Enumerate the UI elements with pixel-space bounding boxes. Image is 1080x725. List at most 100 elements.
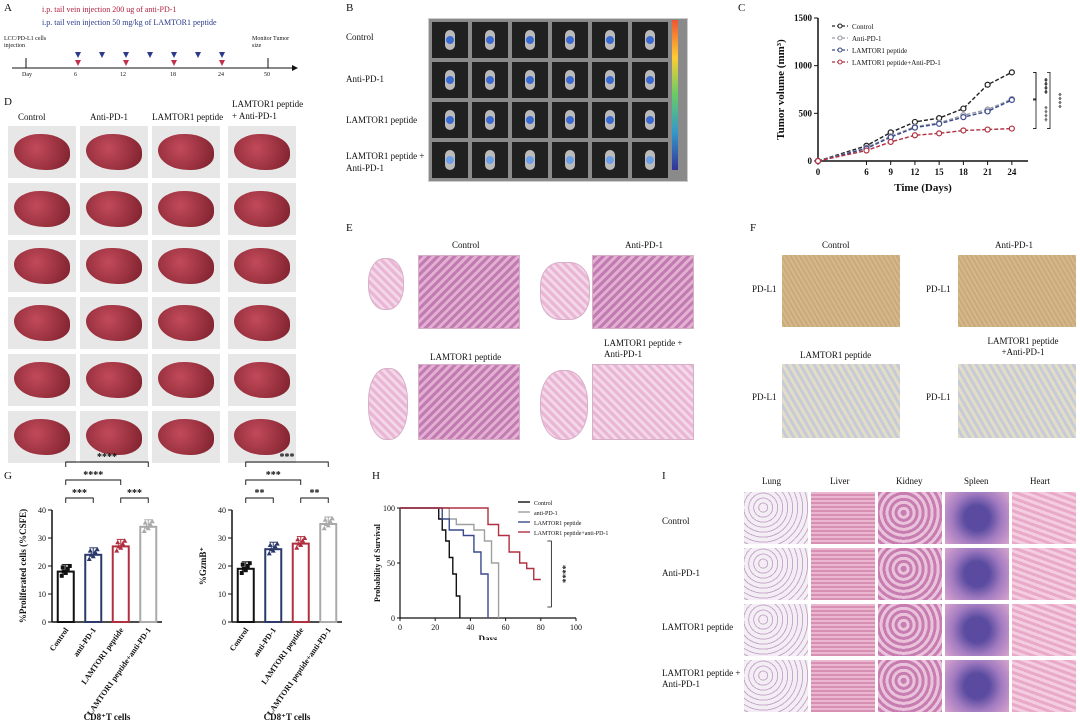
bioluminescence-signal xyxy=(526,156,534,164)
series-point-2 xyxy=(1008,96,1015,104)
data-point xyxy=(247,561,252,566)
bar-0 xyxy=(56,570,75,623)
data-point xyxy=(302,535,308,540)
ivis-mouse xyxy=(512,102,548,138)
e-whole-control xyxy=(368,258,404,310)
data-point xyxy=(243,568,248,573)
x-tick-label: 0 xyxy=(816,167,821,177)
data-point xyxy=(298,542,304,547)
data-point xyxy=(270,548,276,553)
f-marker-4: PD-L1 xyxy=(926,392,951,402)
liver-photo xyxy=(228,240,296,292)
sig-stars: ** xyxy=(310,488,320,499)
blue-injection-marker xyxy=(99,52,105,58)
liver-photo xyxy=(228,297,296,349)
ivis-mouse xyxy=(512,62,548,98)
bar-3 xyxy=(319,523,338,623)
series-point-3 xyxy=(984,126,991,133)
y-axis-title: Probability of Survival xyxy=(373,523,382,602)
y-axis-title: %GzmB⁺ xyxy=(198,547,208,585)
liver-tissue xyxy=(86,134,142,170)
sig-stars: **** xyxy=(1054,92,1063,108)
data-point xyxy=(267,542,273,547)
liver-photo xyxy=(228,411,296,463)
liver-tissue xyxy=(234,134,290,170)
series-point-0 xyxy=(960,105,967,112)
spleen-he-image xyxy=(945,548,1009,600)
data-point xyxy=(122,538,128,543)
spleen-he-image xyxy=(945,660,1009,712)
bar-2 xyxy=(111,545,130,623)
data-point xyxy=(94,546,100,552)
liver-photo xyxy=(228,183,296,235)
data-point xyxy=(321,525,327,531)
ivis-mouse xyxy=(632,22,668,58)
sig-bracket xyxy=(245,497,274,503)
liver-tissue xyxy=(14,305,70,341)
x-tick-label: 15 xyxy=(935,167,945,177)
series-point-0 xyxy=(1008,69,1015,76)
bioluminescence-signal xyxy=(646,76,654,84)
kidney-he-image xyxy=(878,492,942,544)
ivis-mouse xyxy=(552,62,588,98)
bioluminescence-signal xyxy=(526,36,534,44)
x-tick-label: anti-PD-1 xyxy=(71,626,97,658)
i-col-heart: Heart xyxy=(1030,476,1050,486)
ivis-mouse xyxy=(472,62,508,98)
bioluminescence-signal xyxy=(486,156,494,164)
e-label-combo: LAMTOR1 peptide + Anti-PD-1 xyxy=(604,338,683,359)
e-whole-combo xyxy=(540,370,588,440)
f-ihc-lamtor xyxy=(782,364,900,438)
y-tick-label: 10 xyxy=(38,590,46,599)
bar-3 xyxy=(139,525,158,623)
sig-stars: **** xyxy=(1040,106,1049,122)
sig-stars: **** xyxy=(1040,78,1049,94)
inject-label: LCC/PD-L1 cells injection xyxy=(4,36,47,49)
ivis-mouse xyxy=(472,142,508,178)
liver-photo xyxy=(152,354,220,406)
f-ihc-combo xyxy=(958,364,1076,438)
legend-marker-0 xyxy=(837,23,843,29)
x-tick-label: 0 xyxy=(398,623,402,632)
sig-stars: *** xyxy=(127,488,142,499)
ivis-mouse xyxy=(552,142,588,178)
series-point-2 xyxy=(936,120,943,127)
bioluminescence-signal xyxy=(486,36,494,44)
x-tick-label: 60 xyxy=(502,623,510,632)
series-point-2 xyxy=(911,124,919,131)
bar-1 xyxy=(264,548,283,623)
i-row-antipd1: Anti-PD-1 xyxy=(662,568,700,578)
f-ihc-antipd1 xyxy=(958,255,1076,327)
liver-photo xyxy=(8,411,76,463)
series-line-2 xyxy=(817,99,1013,162)
b-row-lamtor: LAMTOR1 peptide xyxy=(346,115,418,125)
data-point xyxy=(120,541,126,546)
liver-photo xyxy=(80,411,148,463)
data-point xyxy=(114,548,120,553)
blue-injection-marker xyxy=(171,52,177,58)
i-col-lung: Lung xyxy=(762,476,781,486)
series-line-0 xyxy=(817,71,1013,162)
data-point xyxy=(145,525,151,531)
x-tick-label: 80 xyxy=(537,623,545,632)
x-tick-label: 20 xyxy=(431,623,439,632)
liver-photo xyxy=(80,240,148,292)
liver-photo xyxy=(80,183,148,235)
liver-tissue xyxy=(158,248,214,284)
red-injection-marker xyxy=(219,60,225,66)
series-point-0 xyxy=(984,81,991,88)
panel-a-timeline xyxy=(12,52,298,71)
kidney-he-image xyxy=(878,660,942,712)
tick-12: 12 xyxy=(120,72,126,78)
x-tick-label: 12 xyxy=(910,167,920,177)
data-point xyxy=(294,545,300,550)
x-tick-label: 18 xyxy=(959,167,969,177)
sig-stars: *** xyxy=(280,452,295,463)
bar-0 xyxy=(236,567,255,624)
ivis-mouse xyxy=(592,102,628,138)
red-injection-marker xyxy=(123,60,129,66)
ivis-mouse xyxy=(592,22,628,58)
data-point xyxy=(90,553,96,559)
panel-a-label: A xyxy=(4,2,12,14)
legend-label-0: Control xyxy=(852,23,873,31)
